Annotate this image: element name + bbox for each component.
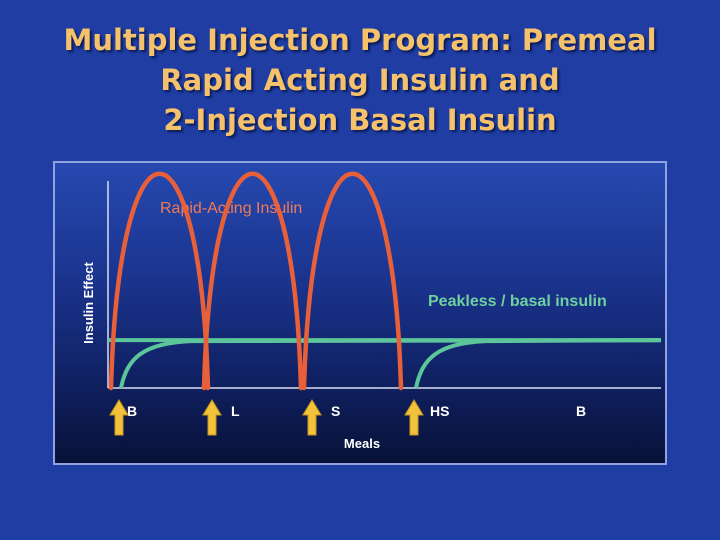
y-axis-label: Insulin Effect	[81, 262, 96, 344]
insulin-chart: Insulin Effect Meals Rapid-Acting Insuli…	[81, 171, 662, 451]
x-tick-s-2: S	[331, 403, 340, 419]
x-axis-label: Meals	[344, 436, 380, 451]
x-tick-hs-3: HS	[430, 403, 449, 419]
title-line-1: Multiple Injection Program: Premeal	[63, 23, 657, 57]
basal-curve-hs	[414, 338, 662, 389]
basal-curve-b	[119, 338, 662, 389]
slide-title: Multiple Injection Program: Premeal Rapi…	[0, 20, 720, 140]
rapid-curve-b-0	[108, 171, 211, 391]
legend-rapid-acting: Rapid-Acting Insulin	[160, 200, 302, 217]
legend-basal: Peakless / basal insulin	[428, 293, 607, 310]
title-line-3: 2-Injection Basal Insulin	[163, 103, 557, 137]
chart-panel: Insulin Effect Meals Rapid-Acting Insuli…	[53, 161, 667, 465]
title-line-2: Rapid Acting Insulin and	[160, 63, 560, 97]
injection-arrow-s	[302, 399, 322, 436]
x-tick-l-1: L	[231, 403, 240, 419]
injection-arrow-hs	[404, 399, 424, 436]
rapid-curve-l-1	[201, 171, 304, 391]
rapid-curve-s-2	[301, 171, 404, 391]
injection-arrow-l	[202, 399, 222, 436]
injection-arrow-b	[109, 399, 129, 436]
x-tick-b-0: B	[127, 403, 137, 419]
x-tick-b-4: B	[576, 403, 586, 419]
